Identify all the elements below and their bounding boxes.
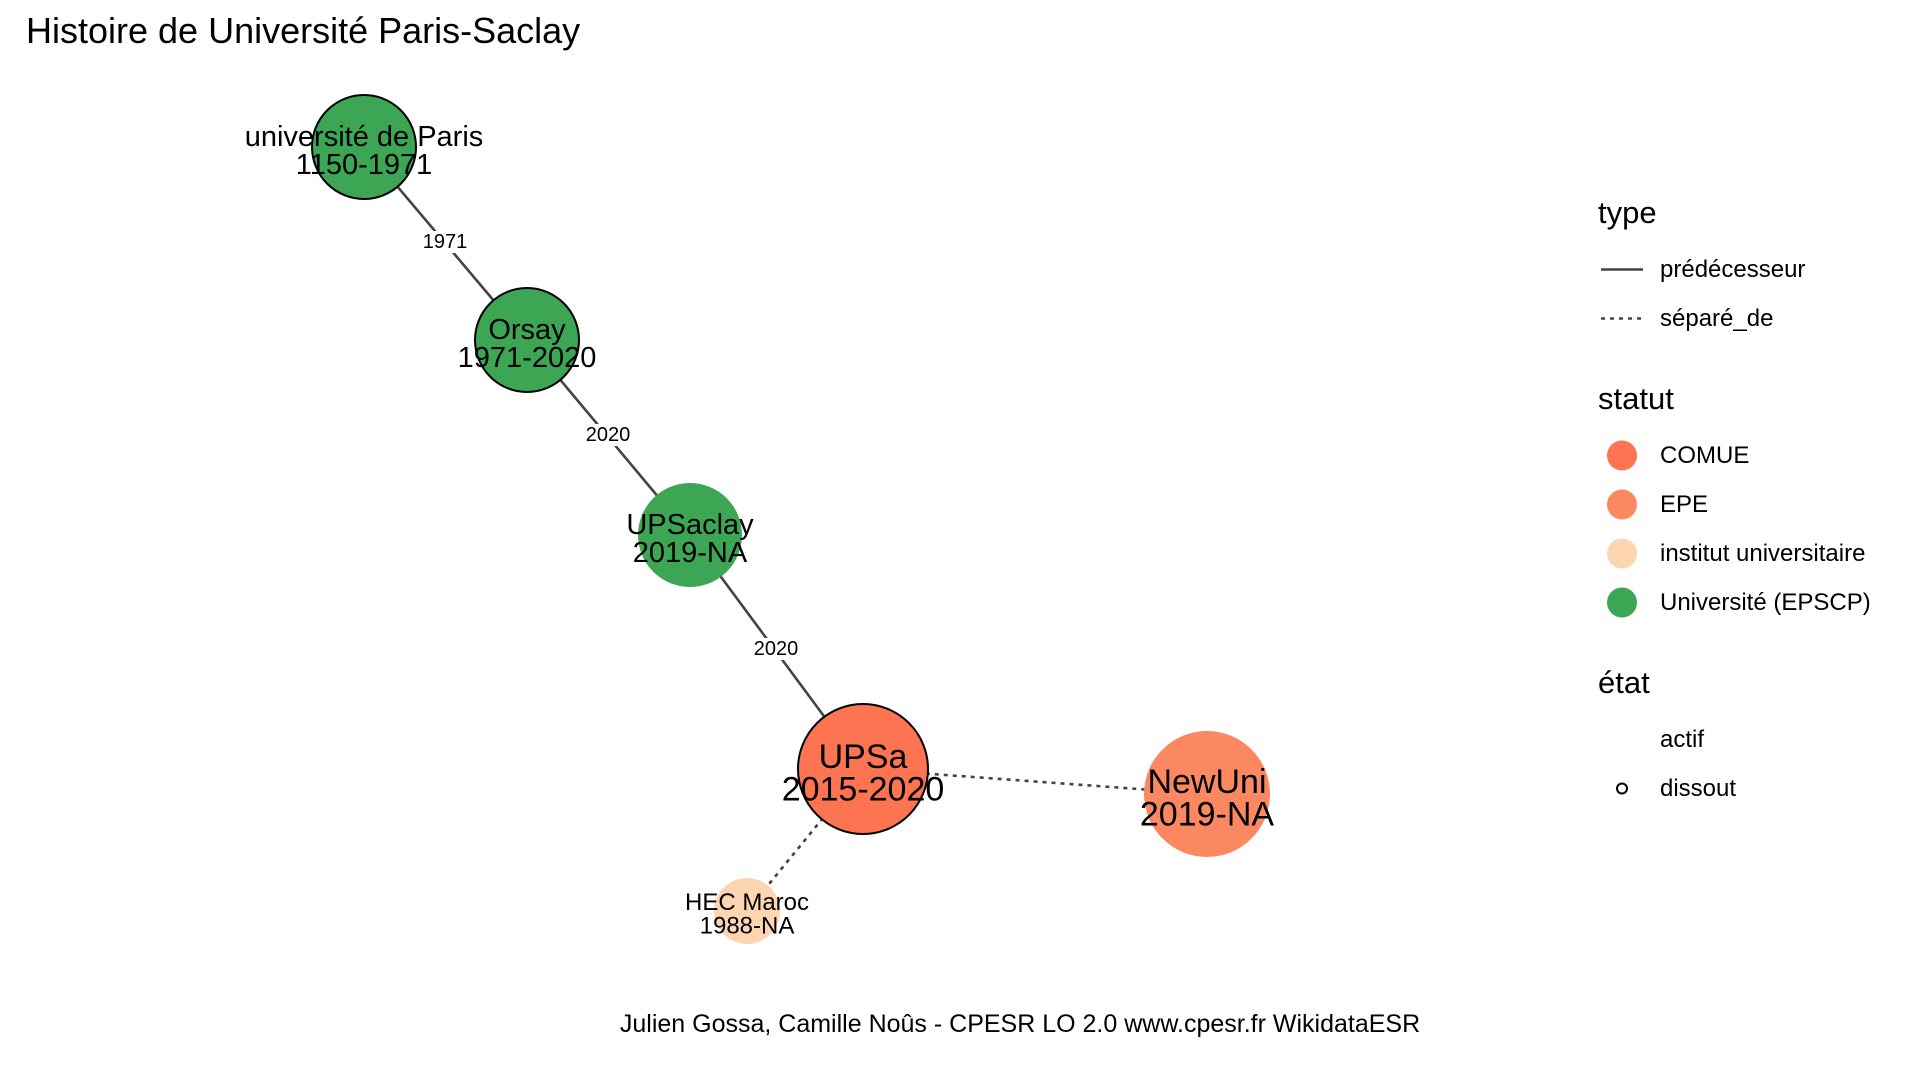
edge-label-upsaclay-upsa: 2020 <box>754 638 799 660</box>
legend-item-institut: institut universitaire <box>1598 529 1908 578</box>
node-circle <box>311 94 417 200</box>
node-years-label: 2019-NA <box>633 537 748 569</box>
legend-etat-title: état <box>1598 665 1650 700</box>
node-circle <box>638 483 742 587</box>
epe-swatch <box>1607 489 1637 520</box>
edge-label-orsay-upsaclay: 2020 <box>586 424 631 446</box>
legend-item-epe: EPE <box>1598 480 1908 529</box>
legend-type-title: type <box>1598 195 1657 230</box>
node-years-label: 1971-2020 <box>458 342 597 374</box>
node-circle <box>714 878 780 944</box>
node-circle <box>1144 731 1270 857</box>
legend-statut-title: statut <box>1598 381 1674 416</box>
legend-item-separe-de: séparé_de <box>1598 294 1908 343</box>
universite-swatch <box>1607 587 1637 618</box>
legend: type prédécesseur séparé_de statut CO <box>1598 195 1908 851</box>
legend-type: type prédécesseur séparé_de <box>1598 195 1908 343</box>
node-years-label: 2019-NA <box>1140 796 1275 834</box>
legend-label: prédécesseur <box>1660 256 1806 283</box>
node-circle <box>797 703 929 835</box>
edge-label-bg <box>580 424 636 446</box>
page-title: Histoire de Université Paris-Saclay <box>26 10 581 51</box>
legend-label: EPE <box>1660 491 1709 518</box>
legend-item-predecesseur: prédécesseur <box>1598 245 1908 294</box>
node-years-label: 1150-1971 <box>296 149 433 181</box>
node-circle <box>474 287 580 393</box>
legend-label: séparé_de <box>1660 305 1774 332</box>
node-name-label: université de Paris <box>245 121 484 153</box>
legend-label: actif <box>1660 726 1705 753</box>
node-name-label: UPSaclay <box>626 509 754 541</box>
node-years-label: 1988-NA <box>700 912 795 939</box>
dotted-line-key <box>1601 317 1643 320</box>
edge-label-paris-orsay: 1971 <box>423 231 468 253</box>
legend-etat: état actif dissout <box>1598 665 1908 813</box>
legend-item-dissout: dissout <box>1598 764 1908 813</box>
legend-item-actif: actif <box>1598 715 1908 764</box>
caption: Julien Gossa, Camille Noûs - CPESR LO 2.… <box>619 1010 1421 1038</box>
node-name-label: HEC Maroc <box>685 889 809 916</box>
legend-item-comue: COMUE <box>1598 431 1908 480</box>
comue-swatch <box>1607 440 1637 471</box>
solid-line-key <box>1601 268 1643 271</box>
legend-label: Université (EPSCP) <box>1660 589 1871 616</box>
legend-label: dissout <box>1660 775 1737 802</box>
institut-swatch <box>1607 538 1637 569</box>
edge-label-bg <box>417 231 473 253</box>
node-name-label: NewUni <box>1147 763 1266 801</box>
actif-key <box>1598 715 1646 764</box>
node-years-label: 2015-2020 <box>782 771 945 809</box>
legend-statut: statut COMUE EPE institut universitaire <box>1598 381 1908 627</box>
legend-label: COMUE <box>1660 442 1750 469</box>
edge-label-bg <box>748 638 804 660</box>
node-name-label: UPSa <box>819 738 908 776</box>
legend-item-universite: Université (EPSCP) <box>1598 578 1908 627</box>
legend-label: institut universitaire <box>1660 540 1866 567</box>
dissout-key <box>1616 782 1628 795</box>
node-name-label: Orsay <box>488 314 566 346</box>
